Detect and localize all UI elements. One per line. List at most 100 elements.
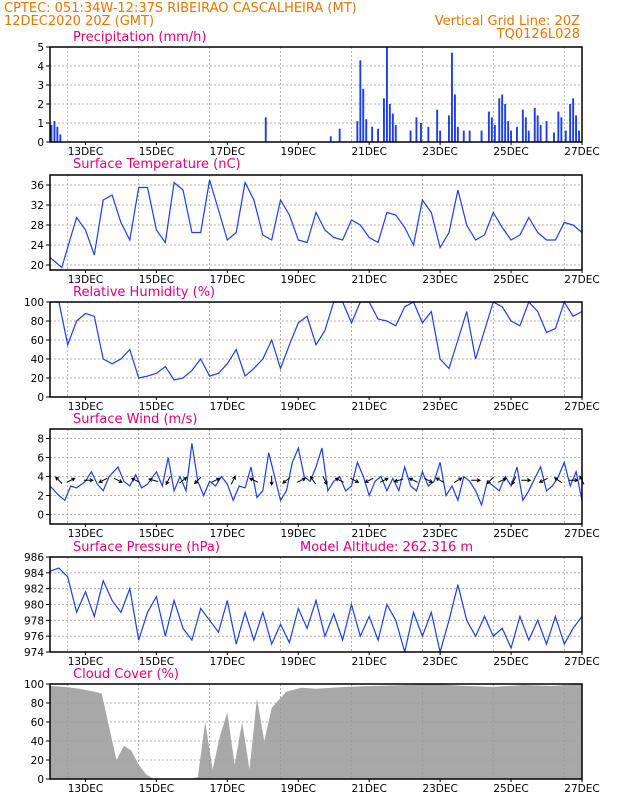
cloud-cover-ytick-label-1: 20 [31, 755, 44, 767]
precip-bar-9 [362, 88, 365, 142]
pressure-ytick-label-0: 974 [24, 647, 44, 659]
humidity-date-label-5: 23DEC [422, 401, 457, 413]
precip-bar-27 [456, 126, 459, 142]
precip-bar-25 [451, 52, 453, 143]
wind-arrow-34 [568, 478, 579, 483]
wind-ytick-label-2: 4 [37, 472, 44, 484]
wind-arrow-4 [113, 477, 123, 483]
cloud-cover-date-label-4: 21DEC [351, 783, 386, 795]
wind-panel: 0 2 4 6 8 13DEC 15DEC 17DEC 19DEC 21DEC 23DEC 25DEC… [37, 428, 600, 540]
temperature-ytick-label-1: 24 [31, 240, 45, 252]
temperature-date-label-2: 17DEC [210, 274, 245, 286]
pressure-date-label-5: 23DEC [422, 656, 457, 668]
precip-bar-50 [564, 130, 567, 142]
wind-arrow-5 [130, 477, 140, 483]
precip-bar-11 [371, 126, 374, 142]
wind-arrow-31 [521, 478, 532, 483]
wind-arrow-28 [486, 476, 494, 485]
precipitation-date-label-5: 23DEC [422, 146, 457, 158]
temperature-ytick-label-0: 20 [31, 260, 44, 272]
wind-date-label-6: 25DEC [493, 528, 528, 540]
pressure-panel: 974 976 978 980 982 984 986 13DEC 15DEC 17DEC 19DE… [24, 552, 600, 668]
temperature-date-label-5: 23DEC [422, 274, 457, 286]
wind-arrow-8 [179, 476, 188, 484]
wind-arrow-12 [248, 477, 259, 483]
precipitation-date-label-0: 13DEC [68, 146, 103, 158]
wind-arrow-0 [54, 476, 63, 484]
precip-bar-20 [420, 123, 422, 142]
wind-date-label-4: 21DEC [351, 528, 386, 540]
wind-date-label-3: 19DEC [281, 528, 316, 540]
cloud-cover-ytick-label-2: 40 [31, 736, 44, 748]
wind-arrow-10 [211, 477, 221, 483]
wind-arrow-26 [453, 477, 463, 484]
temperature-date-label-7: 27DEC [564, 274, 599, 286]
wind-arrow-2 [83, 478, 94, 483]
temperature-ytick-label-2: 28 [31, 220, 44, 232]
precip-bar-44 [536, 115, 539, 142]
humidity-date-label-7: 27DEC [564, 401, 599, 413]
panel-title-pressure: Surface Pressure (hPa) [73, 540, 220, 555]
precip-bar-21 [427, 126, 430, 142]
precip-bar-28 [462, 130, 465, 142]
panel-title-wind: Surface Wind (m/s) [73, 412, 197, 427]
precipitation-date-label-2: 17DEC [210, 146, 245, 158]
panel-title-humidity: Relative Humidity (%) [73, 285, 215, 300]
precip-bar-32 [490, 117, 493, 142]
precipitation-ytick-label-3: 3 [37, 80, 44, 92]
precipitation-ytick-label-5: 5 [37, 42, 44, 54]
precip-bar-16 [391, 113, 394, 142]
precip-bar-19 [415, 117, 418, 142]
cloud-cover-date-label-2: 17DEC [210, 783, 245, 795]
precip-bar-49 [560, 117, 563, 142]
cloud-cover-date-label-3: 19DEC [281, 783, 316, 795]
pressure-ytick-label-2: 978 [24, 615, 44, 627]
wind-date-label-2: 17DEC [210, 528, 245, 540]
wind-arrow-21 [379, 477, 389, 483]
humidity-ytick-label-2: 40 [31, 354, 44, 366]
cloud-cover-frame [49, 683, 583, 780]
wind-arrow-27 [471, 478, 482, 483]
precip-bar-6 [338, 128, 341, 142]
temperature-ytick-label-3: 32 [31, 200, 44, 212]
header-station: CPTEC: 051:34W-12:37S RIBEIRAO CASCALHEI… [4, 1, 357, 16]
panel-title-temperature: Surface Temperature (nC) [73, 157, 241, 172]
wind-arrow-1 [66, 477, 76, 483]
precip-bar-40 [521, 109, 524, 142]
panel-subtitle-altitude: Model Altitude: 262.316 m [300, 540, 473, 555]
precip-bar-2 [56, 126, 59, 142]
wind-arrow-15 [296, 477, 307, 483]
precipitation-ytick-label-2: 2 [37, 99, 44, 111]
temperature-series-line [49, 179, 583, 269]
wind-arrow-6 [148, 477, 158, 483]
precip-bar-38 [510, 130, 512, 142]
temperature-ytick-label-4: 36 [31, 180, 45, 192]
cloud-cover-ytick-label-4: 80 [31, 698, 44, 710]
precip-bar-41 [524, 117, 527, 142]
wind-ytick-label-4: 8 [37, 434, 44, 446]
precipitation-ytick-label-1: 1 [37, 118, 44, 130]
pressure-date-label-6: 25DEC [493, 656, 528, 668]
precip-bar-8 [359, 60, 362, 142]
wind-series-line [49, 443, 583, 507]
humidity-date-label-6: 25DEC [493, 401, 528, 413]
header-datetime: 12DEC2020 20Z (GMT) [4, 14, 154, 29]
wind-arrow-25 [435, 477, 445, 484]
cloud-cover-panel: 0 20 40 60 80 100 13DEC 15DEC 17DEC 19DEC 21DEC 23D… [24, 679, 600, 795]
precip-bar-43 [533, 107, 536, 142]
pressure-ytick-label-3: 980 [24, 600, 44, 612]
precip-bar-15 [388, 104, 391, 142]
temperature-date-label-0: 13DEC [68, 274, 103, 286]
precipitation-date-label-1: 15DEC [139, 146, 174, 158]
humidity-panel: 0 20 40 60 80 100 13DEC 15DEC 17DEC 19DEC 21DEC 23D… [24, 297, 600, 413]
precip-bar-12 [377, 128, 379, 142]
pressure-date-label-2: 17DEC [210, 656, 245, 668]
wind-arrow-20 [364, 477, 374, 483]
precip-bar-30 [480, 130, 483, 142]
precip-bar-18 [409, 130, 412, 142]
precip-bar-7 [356, 121, 359, 142]
pressure-ytick-label-4: 982 [24, 584, 44, 596]
panel-title-precipitation: Precipitation (mm/h) [73, 30, 206, 45]
precipitation-date-label-4: 21DEC [351, 146, 386, 158]
pressure-ytick-label-6: 986 [24, 552, 44, 564]
